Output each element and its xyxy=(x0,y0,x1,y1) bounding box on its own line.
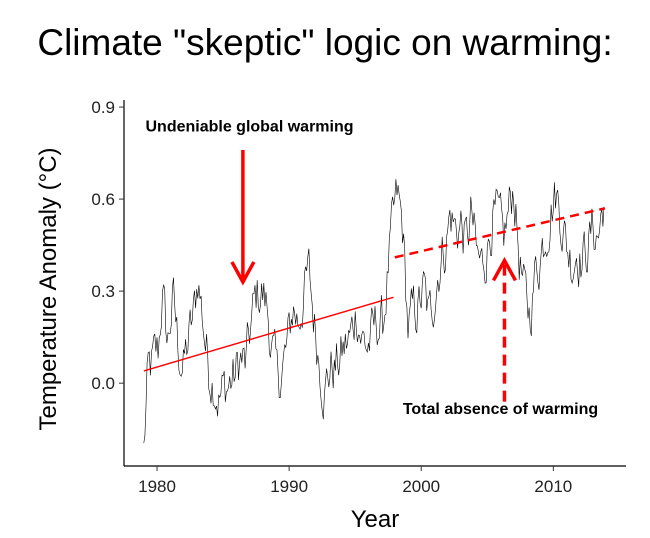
y-tick-label: 0.9 xyxy=(91,98,115,117)
data-layer xyxy=(143,179,606,444)
y-tick-label: 0.0 xyxy=(91,374,115,393)
annotation-layer: Undeniable global warming Total absence o… xyxy=(145,119,598,418)
trend-1979-1998-line xyxy=(143,296,394,372)
y-tick-label: 0.6 xyxy=(91,190,115,209)
x-tick-label: 2000 xyxy=(402,477,440,496)
annotation-undeniable-warming: Undeniable global warming xyxy=(145,119,353,136)
annotation-absence-of-warming: Total absence of warming xyxy=(403,401,598,418)
series-line-temperature-anomaly xyxy=(143,179,605,444)
x-tick-label: 1990 xyxy=(270,477,308,496)
x-tick-label: 2010 xyxy=(534,477,572,496)
y-tick-label: 0.3 xyxy=(91,282,115,301)
down-arrow-head xyxy=(230,261,256,286)
chart-title: Climate "skeptic" logic on warming: xyxy=(37,22,613,63)
y-axis-title: Temperature Anomaly (°C) xyxy=(35,147,62,430)
x-tick-label: 1980 xyxy=(138,477,176,496)
x-axis-title: Year xyxy=(351,506,400,533)
trend-1998-2013-line xyxy=(394,207,606,259)
axes: 0.0 0.3 0.6 0.9 1980 1990 2000 2010 Year Temperat… xyxy=(35,98,626,533)
up-arrow-head xyxy=(491,256,517,282)
